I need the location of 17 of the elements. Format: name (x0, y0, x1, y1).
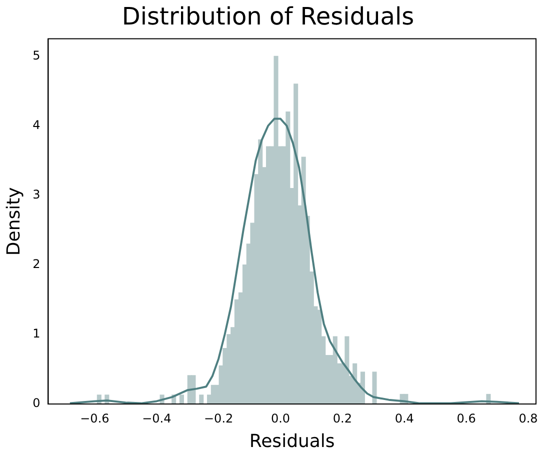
y-tick-label: 2 (32, 257, 40, 271)
x-tick-label: 0.6 (456, 411, 476, 426)
y-axis-title: Density (3, 186, 24, 256)
x-tick-label: 0.0 (270, 411, 290, 426)
x-tick-label: 0.4 (394, 411, 414, 426)
x-axis-title: Residuals (249, 430, 335, 452)
y-tick-label: 0 (32, 396, 40, 410)
x-tick-label: 0.2 (332, 411, 352, 426)
x-tick-label: −0.4 (142, 411, 172, 426)
y-tick-label: 1 (32, 326, 40, 341)
chart-title: Distribution of Residuals (122, 2, 414, 31)
y-tick-label: 3 (32, 187, 40, 202)
y-tick-label: 4 (32, 118, 40, 132)
x-tick-label: −0.6 (80, 411, 110, 426)
x-tick-label: −0.2 (204, 411, 234, 426)
y-tick-label: 5 (32, 48, 40, 62)
x-tick-label: 0.8 (518, 411, 538, 426)
